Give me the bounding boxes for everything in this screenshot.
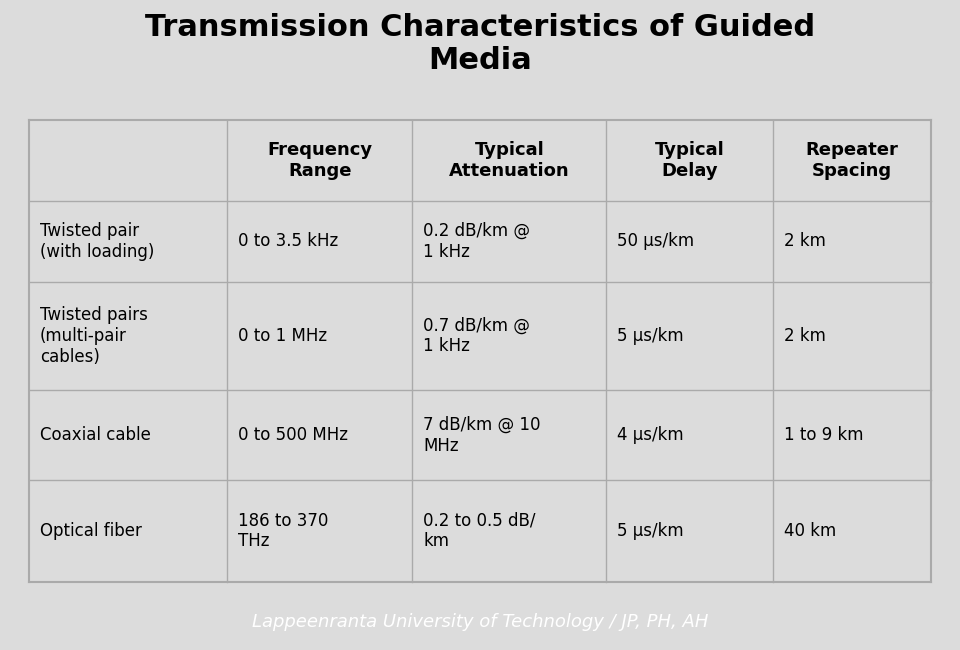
Text: 7 dB/km @ 10
MHz: 7 dB/km @ 10 MHz — [423, 416, 540, 454]
Text: Lappeenranta University of Technology / JP, PH, AH: Lappeenranta University of Technology / … — [252, 614, 708, 631]
Text: 2 km: 2 km — [784, 327, 826, 345]
Text: 0 to 1 MHz: 0 to 1 MHz — [238, 327, 327, 345]
Text: Frequency
Range: Frequency Range — [267, 141, 372, 180]
Text: Transmission Characteristics of Guided
Media: Transmission Characteristics of Guided M… — [145, 12, 815, 75]
Text: Optical fiber: Optical fiber — [39, 522, 141, 540]
Text: 5 μs/km: 5 μs/km — [617, 522, 684, 540]
Text: 0.7 dB/km @
1 kHz: 0.7 dB/km @ 1 kHz — [423, 317, 530, 356]
Text: 1 to 9 km: 1 to 9 km — [784, 426, 864, 444]
Text: Coaxial cable: Coaxial cable — [39, 426, 151, 444]
Text: 40 km: 40 km — [784, 522, 836, 540]
Text: Repeater
Spacing: Repeater Spacing — [805, 141, 899, 180]
Text: Typical
Delay: Typical Delay — [655, 141, 725, 180]
Text: Twisted pair
(with loading): Twisted pair (with loading) — [39, 222, 154, 261]
Text: 0 to 3.5 kHz: 0 to 3.5 kHz — [238, 233, 339, 250]
Text: 2 km: 2 km — [784, 233, 826, 250]
Text: Typical
Attenuation: Typical Attenuation — [449, 141, 569, 180]
Text: 186 to 370
THz: 186 to 370 THz — [238, 512, 328, 551]
Text: 5 μs/km: 5 μs/km — [617, 327, 684, 345]
Text: 0.2 to 0.5 dB/
km: 0.2 to 0.5 dB/ km — [423, 512, 536, 551]
Text: 50 μs/km: 50 μs/km — [617, 233, 694, 250]
Text: Twisted pairs
(multi-pair
cables): Twisted pairs (multi-pair cables) — [39, 306, 148, 366]
Text: 0.2 dB/km @
1 kHz: 0.2 dB/km @ 1 kHz — [423, 222, 530, 261]
Text: 4 μs/km: 4 μs/km — [617, 426, 684, 444]
Text: 0 to 500 MHz: 0 to 500 MHz — [238, 426, 348, 444]
